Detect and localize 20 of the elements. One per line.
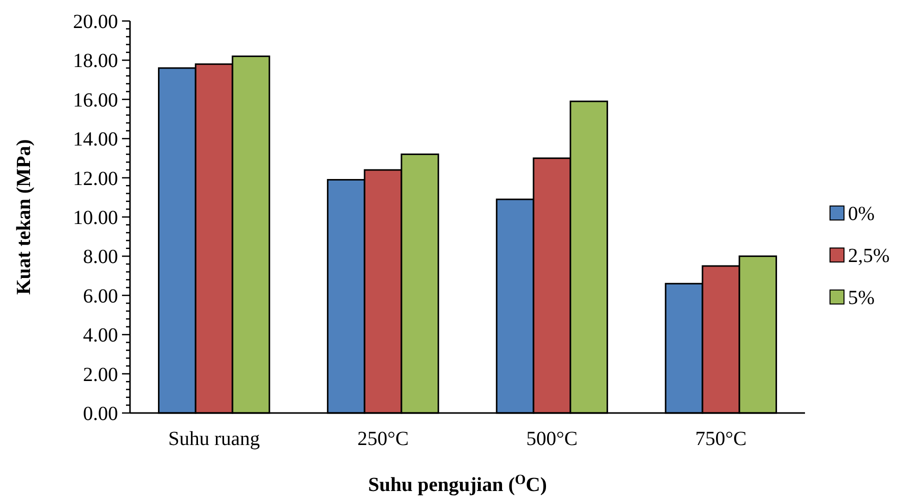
y-tick-label: 20.00	[73, 11, 118, 33]
y-tick-label: 18.00	[73, 50, 118, 72]
legend-label: 0%	[848, 203, 875, 225]
y-tick-label: 8.00	[83, 246, 118, 268]
y-tick-label: 12.00	[73, 168, 118, 190]
x-axis-title: Suhu pengujian ($^{O}$C)	[368, 472, 547, 496]
y-tick-label: 14.00	[73, 128, 118, 151]
y-tick-label: 0.00	[83, 403, 118, 425]
x-tick-label: Suhu ruang	[168, 428, 260, 450]
y-tick-label: 16.00	[73, 89, 118, 112]
legend-label: 2,5%	[848, 245, 890, 267]
y-tick-label: 4.00	[83, 324, 118, 347]
x-tick-label: 500°C	[526, 428, 578, 450]
y-tick-label: 6.00	[83, 285, 118, 308]
x-tick-label: 750°C	[695, 428, 747, 450]
x-tick-label: 250°C	[357, 428, 409, 450]
y-tick-label: 2.00	[83, 364, 118, 386]
y-tick-label: 10.00	[73, 207, 118, 229]
y-axis-title: Kuat tekan (MPa)	[13, 139, 35, 295]
legend-label: 5%	[848, 287, 875, 309]
